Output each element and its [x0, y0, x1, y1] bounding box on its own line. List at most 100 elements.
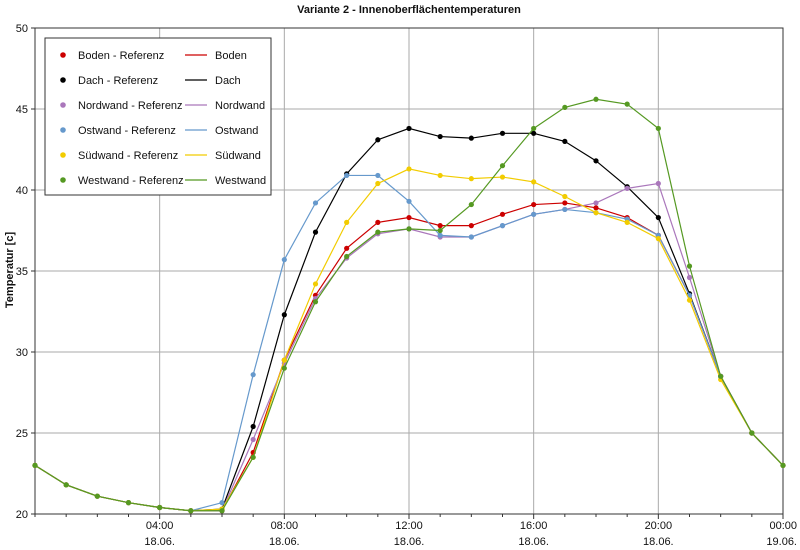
data-point [531, 130, 537, 136]
y-tick-label: 50 [16, 23, 28, 35]
data-point [281, 257, 287, 263]
data-point [562, 200, 568, 206]
x-tick-label-date: 18.06. [643, 536, 674, 548]
data-point [281, 357, 287, 363]
x-tick-label-time: 20:00 [645, 520, 673, 532]
data-point [655, 236, 661, 242]
data-point [375, 219, 381, 225]
series-Westwand [32, 96, 786, 514]
data-point [375, 172, 381, 179]
data-point [468, 201, 474, 208]
data-point [499, 163, 506, 169]
legend-label-reference: Westwand - Referenz [78, 175, 184, 187]
data-point [468, 223, 474, 229]
data-point [219, 500, 225, 506]
data-point [562, 138, 568, 144]
data-point [406, 226, 412, 232]
data-point [562, 104, 568, 110]
data-point [312, 281, 319, 287]
x-tick-label-date: 18.06. [269, 536, 300, 548]
data-point [593, 158, 599, 164]
data-point [562, 206, 568, 213]
data-point [499, 223, 506, 229]
data-point [531, 211, 537, 217]
y-tick-label: 35 [16, 266, 28, 278]
data-point [312, 229, 319, 235]
data-point [63, 482, 69, 488]
legend-marker [60, 77, 66, 83]
data-point [562, 193, 568, 200]
legend: Boden - Referenz Boden Dach - Referenz Dach… [44, 37, 272, 196]
data-point [531, 201, 537, 208]
data-point [344, 219, 350, 225]
legend-label-reference: Ostwand - Referenz [78, 125, 176, 137]
data-point [250, 454, 256, 460]
data-point [624, 101, 630, 107]
data-point [468, 234, 474, 240]
y-tick-label: 20 [16, 509, 28, 521]
axes: 20 25 30 35 40 45 50 04:00 18.06. 08:00 18.06. 12:0… [16, 23, 797, 548]
data-point [344, 253, 350, 260]
data-point [655, 125, 661, 132]
chart-title: Variante 2 - Innenoberflächentemperature… [297, 4, 521, 16]
data-point [749, 430, 755, 436]
data-point [718, 373, 724, 379]
data-point [624, 219, 630, 225]
data-point [499, 174, 506, 180]
data-point [375, 229, 381, 235]
data-point [219, 508, 225, 514]
data-point [593, 96, 599, 102]
legend-label-reference: Dach - Referenz [78, 75, 158, 87]
x-tick-label-date: 19.06. [766, 536, 797, 548]
data-point [686, 297, 693, 303]
legend-label: Nordwand [215, 100, 265, 112]
data-point [125, 500, 132, 506]
data-point [157, 504, 163, 511]
legend-label: Westwand [215, 175, 266, 187]
legend-marker [60, 127, 66, 133]
x-tick-label-time: 04:00 [146, 520, 174, 532]
legend-label: Boden [215, 50, 247, 62]
data-point [468, 176, 474, 182]
data-point [281, 312, 287, 318]
data-point [686, 263, 693, 269]
x-tick-label-date: 18.06. [518, 536, 549, 548]
data-point [281, 365, 287, 371]
x-tick-label-time: 08:00 [271, 520, 299, 532]
data-point [250, 423, 256, 430]
series-layer [32, 96, 786, 514]
legend-box [44, 37, 272, 196]
data-point [468, 135, 474, 141]
data-point [531, 179, 537, 185]
y-tick-label: 30 [16, 347, 28, 359]
data-point [499, 211, 506, 217]
data-point [188, 508, 194, 514]
data-point [593, 210, 599, 216]
data-point [437, 223, 443, 229]
data-point [250, 436, 256, 443]
legend-label: Dach [215, 75, 241, 87]
legend-marker [60, 102, 66, 108]
data-point [655, 180, 661, 187]
x-tick-label-time: 00:00 [769, 520, 797, 532]
data-point [312, 299, 319, 305]
data-point [32, 462, 38, 468]
x-tick-label-time: 16:00 [520, 520, 548, 532]
data-point [437, 227, 443, 234]
legend-label-reference: Nordwand - Referenz [78, 100, 183, 112]
data-point [312, 200, 319, 206]
data-point [437, 172, 443, 179]
x-tick-label-date: 18.06. [394, 536, 425, 548]
data-point [406, 166, 412, 172]
data-point [655, 214, 661, 221]
data-point [94, 493, 100, 499]
legend-marker [60, 52, 66, 58]
data-point [406, 214, 412, 221]
data-point [593, 200, 599, 206]
legend-label-reference: Boden - Referenz [78, 50, 164, 62]
legend-label-reference: Südwand - Referenz [78, 150, 178, 162]
data-point [375, 180, 381, 187]
data-point [624, 185, 630, 191]
legend-label: Ostwand [215, 125, 258, 137]
